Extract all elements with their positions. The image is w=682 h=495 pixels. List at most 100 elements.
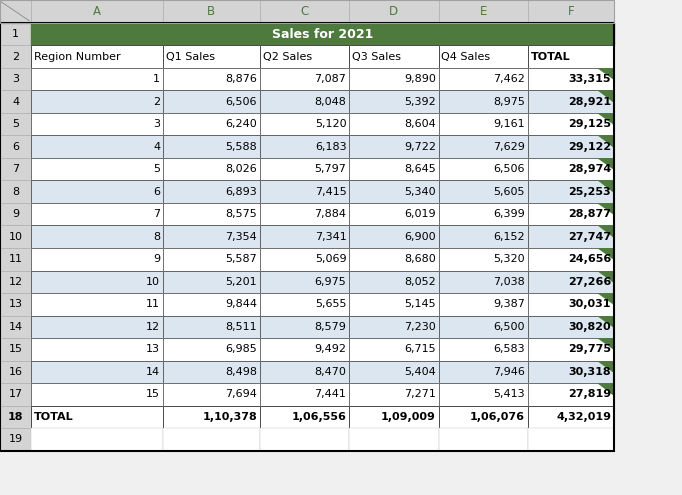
Text: 27,266: 27,266 [568, 277, 611, 287]
Bar [439, 136, 528, 158]
Bar [31, 316, 163, 338]
Text: 10: 10 [146, 277, 160, 287]
Bar [439, 271, 528, 293]
Text: 6,985: 6,985 [225, 345, 257, 354]
Text: 7,462: 7,462 [493, 74, 525, 84]
Bar [439, 406, 528, 428]
Bar [0, 113, 31, 136]
Bar [0, 181, 31, 203]
Bar [31, 181, 163, 203]
Bar [260, 271, 349, 293]
Bar [349, 428, 439, 450]
Text: 4,32,019: 4,32,019 [556, 412, 611, 422]
Bar [163, 113, 260, 136]
Bar [528, 46, 614, 68]
Text: 6,019: 6,019 [404, 209, 436, 219]
Polygon shape [597, 226, 614, 238]
Bar [349, 181, 439, 203]
Bar [528, 91, 614, 113]
Text: 7: 7 [153, 209, 160, 219]
Bar [260, 203, 349, 226]
Text: 12: 12 [9, 277, 23, 287]
Bar [528, 406, 614, 428]
Text: 16: 16 [9, 367, 23, 377]
Text: B: B [207, 5, 216, 18]
Polygon shape [597, 316, 614, 328]
Text: Q3 Sales: Q3 Sales [352, 51, 401, 61]
Bar [31, 0, 163, 23]
Text: 33,315: 33,315 [569, 74, 611, 84]
Bar [528, 181, 614, 203]
Text: 3: 3 [12, 74, 19, 84]
Bar [31, 46, 163, 68]
Text: 8: 8 [153, 232, 160, 242]
Bar [349, 91, 439, 113]
Text: 5: 5 [153, 164, 160, 174]
Bar [163, 316, 260, 338]
Text: 5,069: 5,069 [315, 254, 346, 264]
Bar [163, 91, 260, 113]
Polygon shape [597, 293, 614, 305]
Bar [528, 428, 614, 450]
Text: 18: 18 [8, 412, 23, 422]
Text: 1,10,378: 1,10,378 [203, 412, 257, 422]
Bar [349, 293, 439, 316]
Bar [31, 271, 163, 293]
Bar [31, 0, 163, 23]
Text: 8,511: 8,511 [226, 322, 257, 332]
Bar [0, 158, 31, 181]
Bar [439, 68, 528, 91]
Text: 6,583: 6,583 [494, 345, 525, 354]
Bar [260, 0, 349, 23]
Bar [349, 158, 439, 181]
Bar [31, 316, 163, 338]
Bar [0, 203, 31, 226]
Text: 7,946: 7,946 [493, 367, 525, 377]
Bar [349, 226, 439, 248]
Bar [0, 428, 31, 450]
Bar [31, 226, 163, 248]
Bar [349, 248, 439, 270]
Text: 8,575: 8,575 [225, 209, 257, 219]
Bar [349, 406, 439, 428]
Bar [349, 316, 439, 338]
Bar [163, 226, 260, 248]
Text: Sales for 2021: Sales for 2021 [272, 28, 373, 41]
Text: 10: 10 [9, 232, 23, 242]
Polygon shape [597, 158, 614, 170]
Bar [528, 338, 614, 360]
Bar [163, 181, 260, 203]
Bar [31, 360, 163, 383]
Bar [31, 406, 163, 428]
Bar [349, 338, 439, 360]
Bar [163, 0, 260, 23]
Bar [0, 271, 31, 293]
Text: 14: 14 [146, 367, 160, 377]
Bar [31, 203, 163, 226]
Bar [260, 136, 349, 158]
Bar [349, 316, 439, 338]
Bar [349, 113, 439, 136]
Bar [260, 91, 349, 113]
Text: 5,120: 5,120 [315, 119, 346, 129]
Text: 4: 4 [12, 97, 19, 106]
Text: 6,715: 6,715 [404, 345, 436, 354]
Bar [260, 91, 349, 113]
Bar [260, 428, 349, 450]
Bar [163, 338, 260, 360]
Text: 6,240: 6,240 [225, 119, 257, 129]
Text: 8,498: 8,498 [225, 367, 257, 377]
Bar [0, 271, 31, 293]
Text: 7,354: 7,354 [225, 232, 257, 242]
Text: 30,031: 30,031 [569, 299, 611, 309]
Bar [31, 383, 163, 406]
Polygon shape [597, 383, 614, 396]
Bar [439, 91, 528, 113]
Text: 5,392: 5,392 [404, 97, 436, 106]
Bar [439, 226, 528, 248]
Bar [439, 248, 528, 270]
Bar [0, 158, 31, 181]
Bar [31, 113, 163, 136]
Text: 8,026: 8,026 [225, 164, 257, 174]
Bar [439, 428, 528, 450]
